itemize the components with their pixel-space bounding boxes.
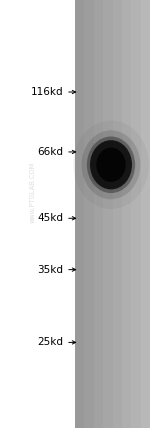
Bar — [103, 0, 112, 428]
Bar — [141, 0, 150, 428]
Text: www.PTGLAB.COM: www.PTGLAB.COM — [30, 162, 36, 223]
Bar — [94, 0, 103, 428]
Text: 66kd: 66kd — [37, 147, 63, 157]
Bar — [131, 0, 141, 428]
Ellipse shape — [73, 121, 149, 209]
Ellipse shape — [87, 137, 135, 193]
Bar — [112, 0, 122, 428]
Ellipse shape — [90, 140, 132, 190]
Ellipse shape — [82, 131, 140, 199]
Bar — [75, 0, 150, 428]
Text: 116kd: 116kd — [30, 87, 63, 97]
Ellipse shape — [96, 148, 126, 182]
Bar — [122, 0, 131, 428]
Text: 35kd: 35kd — [37, 265, 63, 275]
Bar — [84, 0, 94, 428]
Bar — [75, 0, 84, 428]
Text: 45kd: 45kd — [37, 213, 63, 223]
Text: 25kd: 25kd — [37, 337, 63, 348]
